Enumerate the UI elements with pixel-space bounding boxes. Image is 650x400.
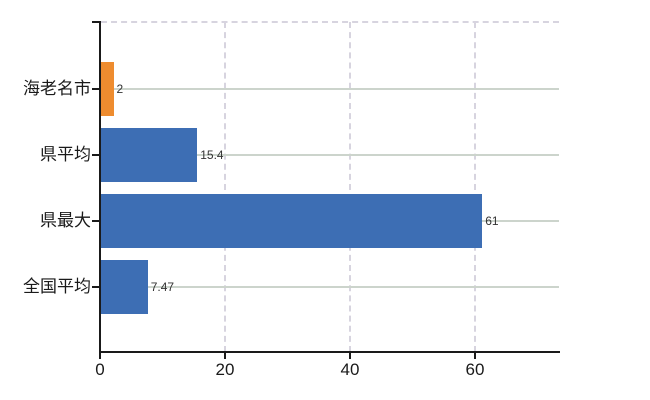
y-axis-tick xyxy=(92,88,100,90)
bar xyxy=(101,128,198,182)
plot-top-border xyxy=(101,21,559,23)
bar xyxy=(101,194,483,248)
bar-value-label: 7.47 xyxy=(150,280,175,294)
x-axis-tick xyxy=(99,353,101,359)
y-axis-tick xyxy=(92,154,100,156)
x-axis-tick xyxy=(224,353,226,359)
bar-value-label: 15.4 xyxy=(200,148,224,162)
bar xyxy=(101,62,114,116)
x-axis-tick xyxy=(474,353,476,359)
x-tick-label: 20 xyxy=(215,360,235,379)
y-axis-line xyxy=(99,21,101,353)
y-axis-top-tick xyxy=(92,21,100,23)
x-tick-label: 60 xyxy=(465,360,485,379)
category-label: 県平均 xyxy=(40,145,91,164)
category-label: 海老名市 xyxy=(23,79,91,98)
x-axis-line xyxy=(99,351,560,353)
v-gridline xyxy=(224,22,226,352)
h-gridline xyxy=(100,154,559,156)
v-gridline xyxy=(474,22,476,352)
bar xyxy=(101,260,148,314)
x-axis-tick xyxy=(349,353,351,359)
h-gridline xyxy=(100,88,559,90)
h-gridline xyxy=(100,286,559,288)
x-tick-label: 0 xyxy=(95,360,105,379)
category-label: 県最大 xyxy=(40,211,91,230)
y-axis-tick xyxy=(92,286,100,288)
bar-value-label: 61 xyxy=(485,214,499,228)
bar-value-label: 2 xyxy=(116,82,124,96)
category-label: 全国平均 xyxy=(23,277,91,296)
y-axis-tick xyxy=(92,220,100,222)
v-gridline xyxy=(349,22,351,352)
x-tick-label: 40 xyxy=(340,360,360,379)
